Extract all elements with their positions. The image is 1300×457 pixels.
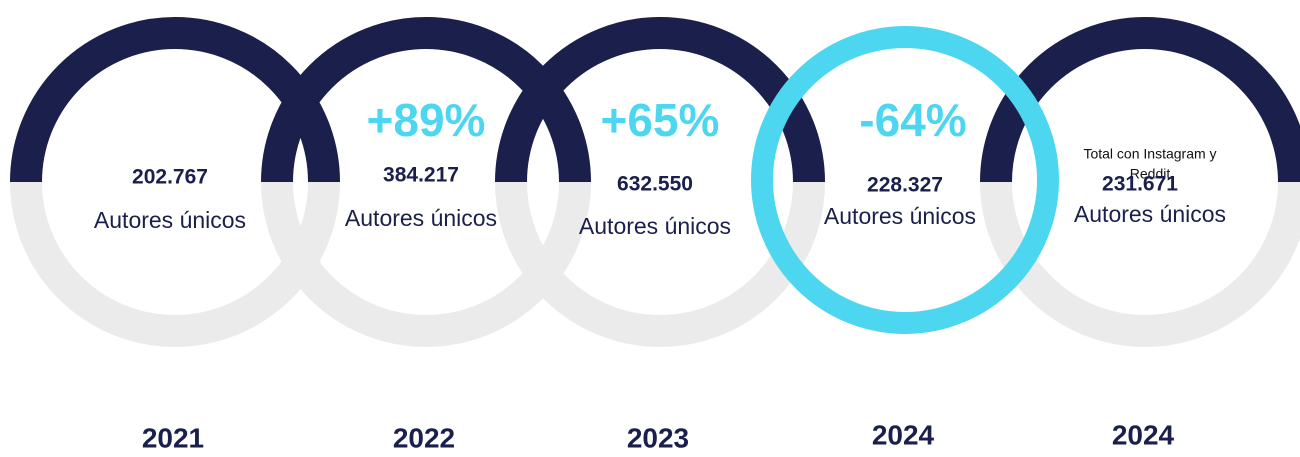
- label: Autores únicos: [1074, 201, 1226, 227]
- year: 2021: [142, 422, 204, 453]
- year: 2024: [872, 419, 935, 450]
- value: 202.767: [132, 166, 208, 189]
- value: 632.550: [617, 173, 693, 196]
- label: Autores únicos: [824, 203, 976, 229]
- value: 231.671: [1102, 173, 1178, 196]
- ring-arc: [980, 17, 1300, 183]
- change: -64%: [859, 94, 966, 146]
- value: 228.327: [867, 174, 943, 197]
- change: +89%: [367, 94, 486, 146]
- ring-arc: [495, 17, 825, 183]
- year: 2024: [1112, 419, 1175, 450]
- ring-arc: [261, 17, 591, 183]
- label: Autores únicos: [579, 213, 731, 239]
- ring-highlight: [751, 26, 1059, 334]
- note: Reddit: [1130, 166, 1171, 182]
- note: Total con Instagram y: [1083, 146, 1216, 162]
- change: +65%: [601, 94, 720, 146]
- year: 2023: [627, 422, 689, 453]
- label: Autores únicos: [345, 205, 497, 231]
- year: 2022: [393, 422, 455, 453]
- value: 384.217: [383, 164, 459, 187]
- label: Autores únicos: [94, 207, 246, 233]
